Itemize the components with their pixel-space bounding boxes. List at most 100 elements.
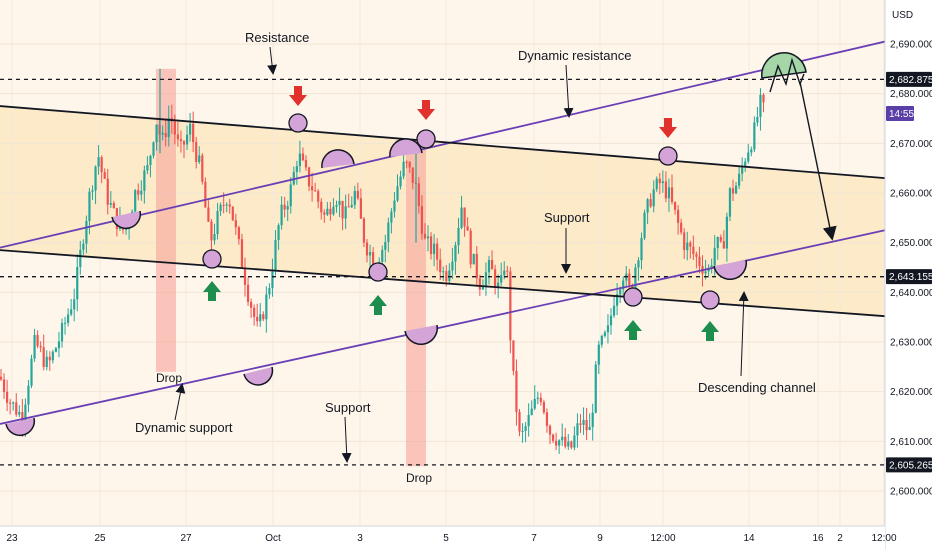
candle-body <box>490 260 494 270</box>
candle-body <box>301 153 305 161</box>
candle-body <box>402 161 405 177</box>
annotations: Resistance Dynamic resistance Support Su… <box>135 30 816 485</box>
candle-body <box>2 379 6 392</box>
candle-body <box>268 288 271 295</box>
candle-body <box>762 94 765 103</box>
candle-body <box>683 232 686 251</box>
x-axis-ticks: 23 25 27 Oct 3 5 7 9 12:00 14 16 12:00 2 <box>6 533 897 544</box>
label-dynamic-resistance: Dynamic resistance <box>518 48 631 63</box>
candle-body <box>82 243 85 250</box>
candle-body <box>527 414 530 427</box>
candle-body <box>616 294 619 306</box>
candle-body <box>747 152 750 162</box>
candle-body <box>512 340 515 371</box>
candle-body <box>405 161 408 163</box>
candle-body <box>271 271 274 289</box>
candle-body <box>503 270 506 276</box>
up-arrow-green <box>369 295 387 315</box>
y-tick-label: 2,620.000 <box>890 387 932 398</box>
candle-body <box>88 191 91 222</box>
candle-body <box>60 323 64 342</box>
candle-body <box>320 201 323 213</box>
up-arrow-green <box>701 321 719 341</box>
forecast-path <box>769 57 837 241</box>
candle-body <box>399 176 402 187</box>
candle-body <box>298 153 301 167</box>
candle-body <box>314 190 317 192</box>
candle-body <box>390 211 393 223</box>
candle-body <box>469 230 472 265</box>
candle-body <box>274 240 277 272</box>
y-tick-label: 2,640.000 <box>890 288 932 299</box>
candle-body <box>594 364 597 413</box>
candle-body <box>591 412 594 427</box>
touch-circle <box>202 249 222 269</box>
candle-body <box>155 124 158 143</box>
gridlines <box>0 0 885 526</box>
candle-body <box>472 253 475 265</box>
candle-body <box>442 271 445 273</box>
candle-body <box>698 256 701 266</box>
candle-body <box>137 190 140 195</box>
candle-body <box>564 436 567 447</box>
touch-halfcircle <box>713 259 748 281</box>
candle-body <box>91 190 94 192</box>
candle-body <box>228 204 231 207</box>
currency-label: USD <box>892 10 913 21</box>
touch-circle <box>288 113 308 133</box>
candle-body <box>18 411 21 415</box>
candle-body <box>259 314 262 322</box>
candle-body <box>475 253 478 279</box>
label-drop-2: Drop <box>406 471 432 485</box>
candle-body <box>521 430 524 432</box>
candle-body <box>134 190 137 212</box>
candle-body <box>152 142 155 156</box>
candle-body <box>216 211 219 235</box>
trend-line-channel-upper <box>0 105 885 179</box>
y-tick-label: 2,680.000 <box>890 89 932 100</box>
candle-body <box>381 249 384 262</box>
y-tick-label: 2,660.000 <box>890 189 932 200</box>
candle-body <box>756 116 759 123</box>
time-axis[interactable] <box>0 526 885 550</box>
candle-body <box>240 239 244 268</box>
candle-body <box>396 186 399 201</box>
candle-body <box>149 155 152 166</box>
price-label-box <box>886 71 932 87</box>
candle-body <box>372 252 375 267</box>
candle-body <box>622 280 625 290</box>
candle-body <box>356 190 359 199</box>
candle-body <box>759 94 762 117</box>
touch-halfcircle <box>5 417 36 436</box>
candle-body <box>530 408 533 415</box>
candle-body <box>198 155 201 162</box>
price-label-text: 2,605.265 <box>889 460 932 471</box>
candle-body <box>189 123 192 135</box>
candle-body <box>97 157 100 167</box>
signal-arrows <box>203 86 719 341</box>
candle-body <box>63 322 67 324</box>
candle-body <box>21 411 24 424</box>
label-support-upper: Support <box>544 210 590 225</box>
candle-body <box>545 412 549 426</box>
candle-body <box>311 186 314 191</box>
candle-body <box>588 426 591 431</box>
candle-body <box>680 222 683 233</box>
candle-body <box>225 204 228 206</box>
candle-body <box>664 181 667 199</box>
candle-body <box>167 118 170 138</box>
channel-fill <box>0 106 885 317</box>
candle-body <box>48 356 51 361</box>
candle-body <box>466 226 469 231</box>
candle-body <box>420 206 423 234</box>
candle-body <box>573 435 576 448</box>
candle-body <box>411 167 414 183</box>
x-tick-label: Oct <box>265 533 281 544</box>
candle-body <box>704 271 707 274</box>
candle-body <box>262 314 265 320</box>
candle-body <box>695 254 698 257</box>
candle-body <box>256 316 259 322</box>
down-arrow-red <box>289 86 307 106</box>
candle-body <box>722 241 725 249</box>
